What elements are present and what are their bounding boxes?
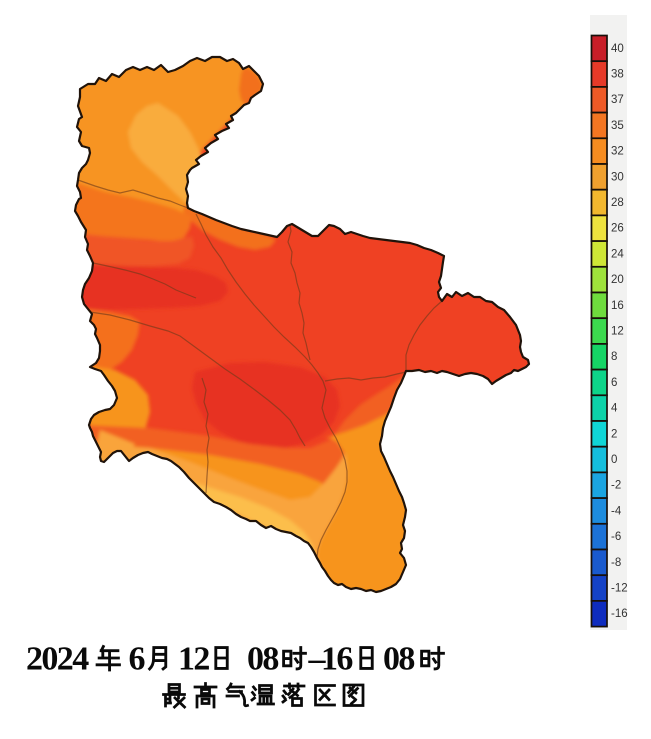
svg-text:20: 20: [611, 274, 624, 286]
svg-text:37: 37: [611, 94, 624, 106]
svg-text:-4: -4: [611, 505, 622, 517]
svg-text:16: 16: [321, 641, 352, 678]
svg-text:28: 28: [611, 197, 624, 209]
svg-text:–: –: [308, 641, 327, 678]
svg-text:38: 38: [611, 69, 624, 81]
svg-text:-6: -6: [611, 531, 621, 543]
svg-text:26: 26: [611, 223, 624, 235]
svg-text:-8: -8: [611, 557, 621, 569]
svg-text:6: 6: [611, 377, 617, 389]
svg-text:2024: 2024: [26, 641, 89, 678]
svg-text:08: 08: [247, 641, 278, 678]
svg-text:12: 12: [611, 326, 624, 338]
svg-text:35: 35: [611, 120, 624, 132]
svg-text:16: 16: [611, 300, 624, 312]
svg-text:30: 30: [611, 171, 624, 183]
svg-text:2: 2: [611, 428, 617, 440]
svg-text:24: 24: [611, 248, 624, 260]
svg-text:-2: -2: [611, 480, 621, 492]
svg-text:-16: -16: [611, 608, 628, 620]
svg-text:32: 32: [611, 146, 624, 158]
svg-text:8: 8: [611, 351, 617, 363]
svg-text:-12: -12: [611, 583, 628, 595]
svg-text:12: 12: [178, 641, 209, 678]
svg-text:4: 4: [611, 403, 618, 415]
svg-text:0: 0: [611, 454, 617, 466]
svg-text:40: 40: [611, 43, 624, 55]
svg-text:08: 08: [383, 641, 414, 678]
svg-text:6: 6: [129, 641, 145, 678]
